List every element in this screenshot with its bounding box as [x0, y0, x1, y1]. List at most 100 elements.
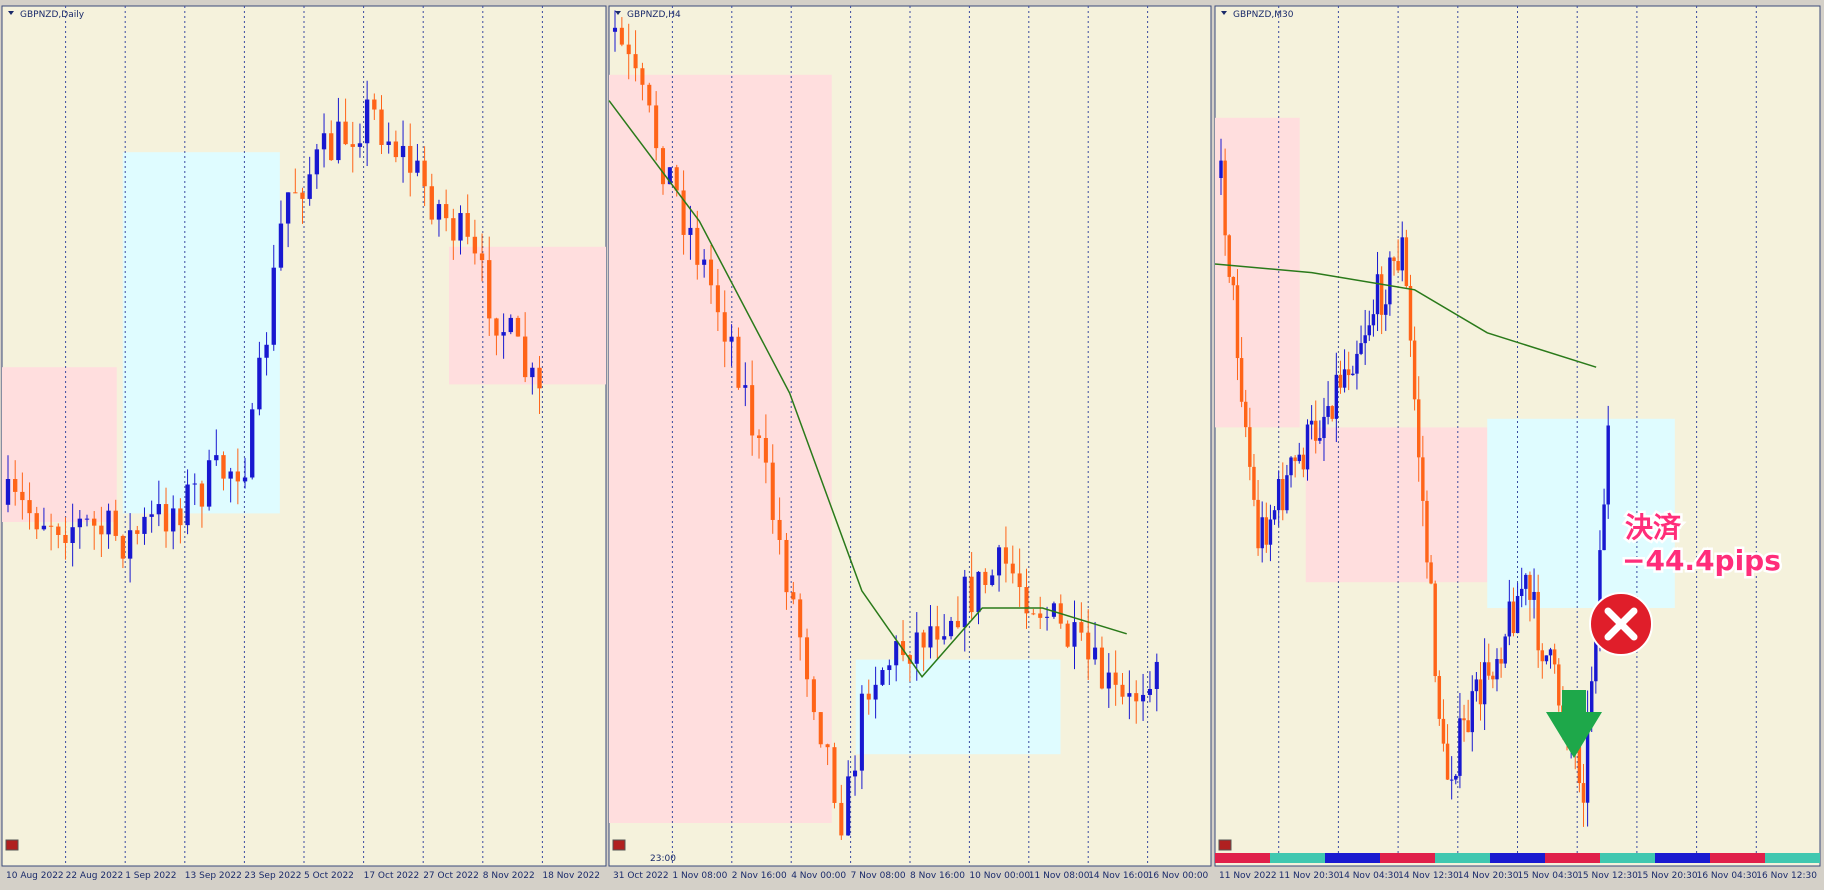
candle-body	[1113, 672, 1118, 685]
x-tick-label: 11 Nov 20:30	[1279, 871, 1340, 881]
candle-body	[1519, 588, 1524, 596]
candle-body	[372, 99, 377, 110]
candle-body	[479, 253, 485, 261]
candle-body	[990, 575, 995, 585]
panel-title: GBPNZD,M30	[1233, 10, 1294, 20]
candle-body	[894, 641, 899, 666]
candle-body	[702, 259, 707, 265]
candle-body	[1421, 457, 1425, 501]
candle-body	[436, 204, 442, 220]
candle-body	[336, 121, 341, 161]
candle-body	[763, 438, 768, 463]
candle-body	[1437, 676, 1442, 719]
candle-body	[1289, 457, 1293, 476]
candle-body	[250, 409, 255, 478]
x-tick-label: 15 Nov 12:30	[1577, 871, 1638, 881]
candle-body	[1051, 603, 1056, 617]
candle-body	[1466, 720, 1470, 733]
candle-body	[1141, 694, 1146, 702]
candle-body	[1487, 662, 1491, 676]
candle-body	[1038, 613, 1043, 618]
candle-body	[935, 626, 940, 640]
candle-body	[293, 192, 298, 194]
demand-zone	[122, 152, 280, 514]
candle-body	[214, 455, 219, 461]
candle-body	[278, 223, 284, 268]
candle-body	[1462, 718, 1466, 721]
candle-body	[1293, 457, 1297, 462]
candle-body	[1590, 681, 1594, 716]
candle-body	[887, 665, 892, 671]
candle-body	[1010, 563, 1015, 574]
candle-body	[163, 504, 169, 532]
candle-body	[674, 167, 679, 191]
candle-body	[1227, 235, 1231, 277]
x-tick-label: 5 Oct 2022	[304, 871, 354, 881]
candle-body	[1031, 613, 1036, 615]
candle-body	[84, 518, 90, 520]
candle-body	[221, 455, 226, 479]
candle-body	[257, 357, 262, 410]
x-tick-label: 13 Sep 2022	[185, 871, 242, 881]
candle-body	[1404, 237, 1409, 286]
x-tick-label: 14 Nov 12:30	[1398, 871, 1459, 881]
candle-body	[750, 385, 755, 436]
moving-average	[608, 100, 1127, 679]
time-label: 23:00	[650, 854, 676, 864]
x-tick-label: 10 Aug 2022	[6, 871, 64, 881]
candle-body	[63, 534, 68, 543]
candle-body	[1134, 693, 1139, 702]
candle-body	[1503, 636, 1507, 664]
strength-bar	[1600, 853, 1655, 863]
candle-body	[1524, 574, 1528, 589]
x-tick-label: 31 Oct 2022	[613, 871, 669, 881]
candle-body	[472, 236, 478, 254]
candle-body	[1268, 519, 1273, 545]
candle-body	[1441, 718, 1446, 744]
x-tick-label: 11 Nov 08:00	[1029, 871, 1090, 881]
candle-body	[1147, 688, 1152, 695]
candle-body	[1379, 274, 1384, 315]
candle-body	[56, 526, 61, 535]
candle-body	[1540, 650, 1545, 662]
candle-body	[1305, 424, 1310, 470]
candle-body	[228, 471, 233, 479]
candle-body	[1445, 743, 1450, 780]
candle-body	[880, 670, 885, 685]
candle-body	[487, 260, 492, 319]
candle-body	[1577, 746, 1582, 784]
candle-body	[1536, 591, 1540, 651]
candle-body	[983, 571, 988, 585]
candle-body	[804, 637, 810, 680]
candle-body	[1045, 616, 1050, 618]
candle-body	[1594, 632, 1598, 682]
candle-body	[1314, 420, 1318, 441]
candle-body	[1359, 343, 1363, 354]
candle-body	[1351, 373, 1355, 376]
candle-body	[626, 44, 631, 55]
x-tick-label: 14 Nov 04:30	[1338, 871, 1399, 881]
candle-body	[1127, 693, 1132, 697]
candle-body	[743, 385, 748, 388]
candle-body	[106, 510, 111, 535]
x-tick-label: 10 Nov 00:00	[969, 871, 1030, 881]
candle-body	[660, 148, 666, 185]
x-tick-label: 23 Sep 2022	[244, 871, 301, 881]
candle-body	[736, 336, 741, 388]
candle-body	[784, 539, 789, 593]
candle-body	[1281, 479, 1285, 511]
candle-body	[285, 192, 291, 224]
candle-body	[300, 192, 305, 199]
candle-body	[1355, 353, 1359, 374]
candle-body	[1548, 649, 1553, 656]
candle-body	[1322, 416, 1326, 439]
candle-body	[1017, 573, 1022, 588]
supply-zone	[448, 246, 606, 385]
candle-body	[70, 527, 75, 543]
panel-title: GBPNZD,H4	[627, 10, 681, 20]
x-tick-label: 27 Oct 2022	[423, 871, 479, 881]
candle-body	[640, 68, 645, 85]
x-tick-label: 17 Oct 2022	[364, 871, 420, 881]
strength-bar	[1325, 853, 1380, 863]
candle-body	[811, 679, 816, 713]
